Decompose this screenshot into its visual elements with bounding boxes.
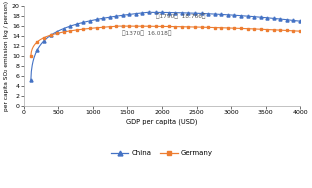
Y-axis label: per capita SO₂ emission (kg / person): per capita SO₂ emission (kg / person) <box>4 1 9 111</box>
Text: （1790．  18.766）: （1790． 18.766） <box>150 13 206 19</box>
Legend: China, Germany: China, Germany <box>108 147 216 159</box>
X-axis label: GDP per capita (USD): GDP per capita (USD) <box>126 118 198 125</box>
Text: （1370．  16.018）: （1370． 16.018） <box>121 27 171 36</box>
